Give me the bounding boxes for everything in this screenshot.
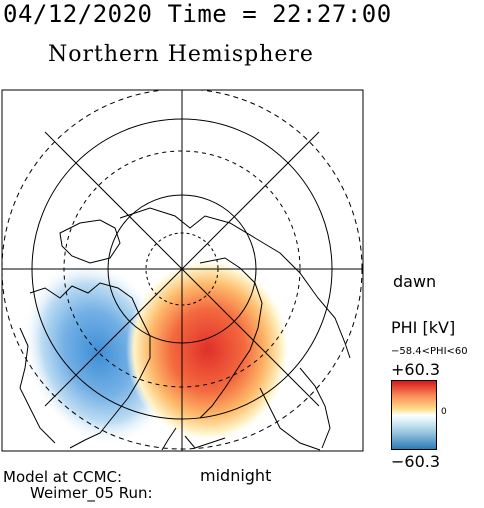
- colorbar-max-label: +60.3: [391, 360, 441, 379]
- polar-map: [1, 89, 364, 452]
- colorbar-min-label: −60.3: [391, 452, 441, 471]
- footer-model: Model at CCMC:: [3, 468, 123, 486]
- plot-title: Northern Hemisphere: [48, 42, 314, 67]
- dawn-label: dawn: [393, 272, 437, 291]
- meridian-grid: [2, 90, 363, 451]
- potential-positive-cell: [126, 258, 290, 442]
- colorbar: [391, 380, 437, 450]
- coastlines: [19, 207, 351, 451]
- colorbar-zero-label: 0: [441, 407, 447, 417]
- date-time-header: 04/12/2020 Time = 22:27:00: [3, 0, 392, 28]
- midnight-label: midnight: [200, 466, 272, 485]
- colorbar-title: PHI [kV]: [391, 318, 456, 337]
- footer-run: Weimer_05 Run:: [30, 484, 153, 502]
- colorbar-range: −58.4<PHI<60: [391, 346, 468, 357]
